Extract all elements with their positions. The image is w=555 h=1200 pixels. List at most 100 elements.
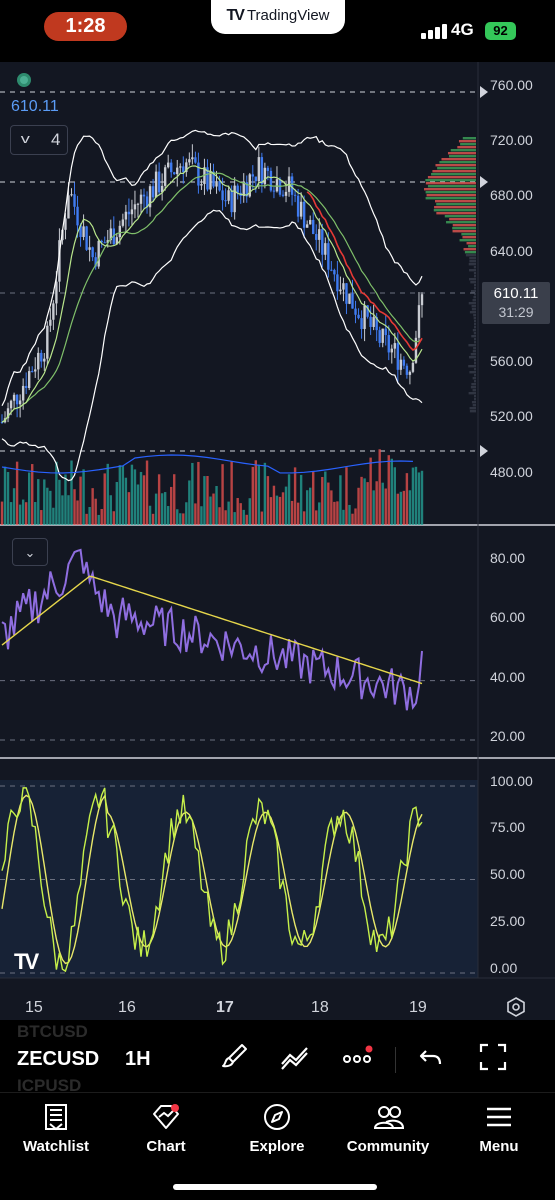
axis-markers	[480, 86, 488, 457]
tab-watchlist[interactable]: Watchlist	[1, 1093, 111, 1173]
candle-body	[296, 195, 300, 217]
volume-bar	[70, 460, 73, 525]
candle-body	[142, 194, 146, 197]
chevron-down-icon: v	[20, 131, 30, 146]
volume-bar	[136, 484, 140, 525]
drawing-tools-icon[interactable]	[279, 1042, 311, 1072]
volume-profile-bar	[469, 407, 476, 410]
candle-body	[154, 171, 158, 198]
candle-body	[27, 371, 31, 388]
price-axis-label: 560.00	[490, 353, 533, 369]
compass-icon	[264, 1104, 290, 1130]
volume-bar	[390, 458, 393, 525]
volume-bar	[266, 476, 270, 525]
volume-profile-bar	[461, 233, 476, 236]
market-status-dot[interactable]	[17, 73, 31, 87]
chart-canvas[interactable]	[0, 62, 555, 1020]
candle-body	[49, 319, 52, 326]
candle-body	[360, 318, 363, 329]
settings-icon[interactable]	[506, 997, 526, 1017]
indicators-toggle-button[interactable]: v 4	[10, 125, 68, 155]
volume-bar	[321, 477, 324, 525]
symbol-selector[interactable]: ZECUSD	[17, 1048, 100, 1070]
tab-explore[interactable]: Explore	[222, 1093, 332, 1173]
candle-body	[34, 369, 37, 372]
stoch-axis-label: 50.00	[490, 866, 526, 882]
volume-bar	[97, 514, 100, 525]
tab-chart[interactable]: Chart	[111, 1093, 221, 1173]
time-axis-label: 19	[409, 999, 427, 1016]
candle-body	[55, 281, 58, 304]
time-axis-label: 17	[216, 999, 234, 1016]
chart-area[interactable]: 610.11 v 4 ⌄ 760.00 720.00 680.00 640.00…	[0, 62, 555, 1020]
volume-profile-bar	[449, 218, 476, 221]
volume-profile-bar	[474, 320, 476, 323]
volume-profile-bar	[452, 224, 476, 227]
candle-body	[245, 182, 248, 197]
volume-bar	[55, 461, 58, 525]
candle-body	[118, 225, 122, 238]
rsi-axis-label: 20.00	[490, 728, 526, 744]
candle-body	[318, 229, 321, 240]
volume-bar	[103, 473, 106, 525]
rsi-toggle-button[interactable]: ⌄	[12, 538, 48, 566]
candle-body	[330, 269, 333, 271]
candle-body	[145, 196, 149, 208]
candle-body	[209, 171, 212, 190]
candle-body	[18, 400, 22, 405]
candle-body	[339, 289, 342, 292]
volume-bar	[209, 496, 212, 525]
volume-profile-bar	[474, 398, 476, 401]
volume-bar	[324, 471, 327, 525]
volume-profile-bar	[470, 290, 476, 293]
volume-bar	[21, 499, 25, 525]
volume-profile-bar	[434, 200, 476, 203]
volume-profile-bar	[425, 191, 476, 194]
volume-bar	[284, 486, 288, 525]
interval-selector[interactable]: 1H	[125, 1048, 151, 1070]
more-icon[interactable]	[341, 1042, 375, 1072]
candle-body	[136, 203, 140, 205]
volume-bar	[345, 467, 348, 525]
volume-profile	[424, 137, 476, 413]
watchlist-ghost-symbol: BTCUSD	[17, 1022, 88, 1041]
price-pane[interactable]	[0, 62, 478, 525]
volume-bar	[197, 461, 200, 525]
volume-profile-bar	[468, 344, 476, 347]
candle-body	[221, 190, 224, 201]
volume-profile-bar	[448, 155, 476, 158]
candle-body	[393, 343, 397, 349]
volume-profile-bar	[471, 401, 476, 404]
volume-bar	[112, 511, 115, 525]
candle-body	[327, 243, 330, 270]
candle-body	[372, 317, 375, 327]
brush-icon[interactable]	[221, 1042, 249, 1072]
volume-profile-bar	[464, 251, 476, 254]
volume-bar	[106, 463, 109, 525]
volume-bar	[381, 482, 384, 525]
volume-profile-bar	[474, 341, 476, 344]
price-axis-label: 520.00	[490, 408, 533, 424]
volume-bar	[318, 502, 321, 525]
volume-bar	[251, 466, 254, 525]
watchlist-ghost-symbol: ICPUSD	[17, 1076, 82, 1095]
tab-community[interactable]: Community	[333, 1093, 443, 1173]
volume-profile-bar	[425, 197, 476, 200]
volume-profile-bar	[474, 338, 476, 341]
tab-menu[interactable]: Menu	[444, 1093, 554, 1173]
candle-body	[312, 219, 315, 234]
volume-bar	[37, 479, 40, 525]
undo-icon[interactable]	[417, 1042, 445, 1072]
last-price-label[interactable]: 610.11 31:29	[482, 282, 550, 324]
volume-profile-bar	[473, 317, 476, 320]
volume-profile-bar	[465, 254, 476, 257]
app-indicator[interactable]: TV TradingView	[211, 0, 345, 34]
fullscreen-icon[interactable]	[478, 1042, 508, 1072]
candle-body	[299, 201, 303, 217]
ema-red-line	[306, 191, 423, 351]
volume-profile-bar	[472, 299, 476, 302]
volume-bar	[121, 465, 125, 525]
volume-profile-bar	[425, 179, 476, 182]
candle-body	[384, 328, 387, 336]
candle-body	[227, 190, 230, 201]
